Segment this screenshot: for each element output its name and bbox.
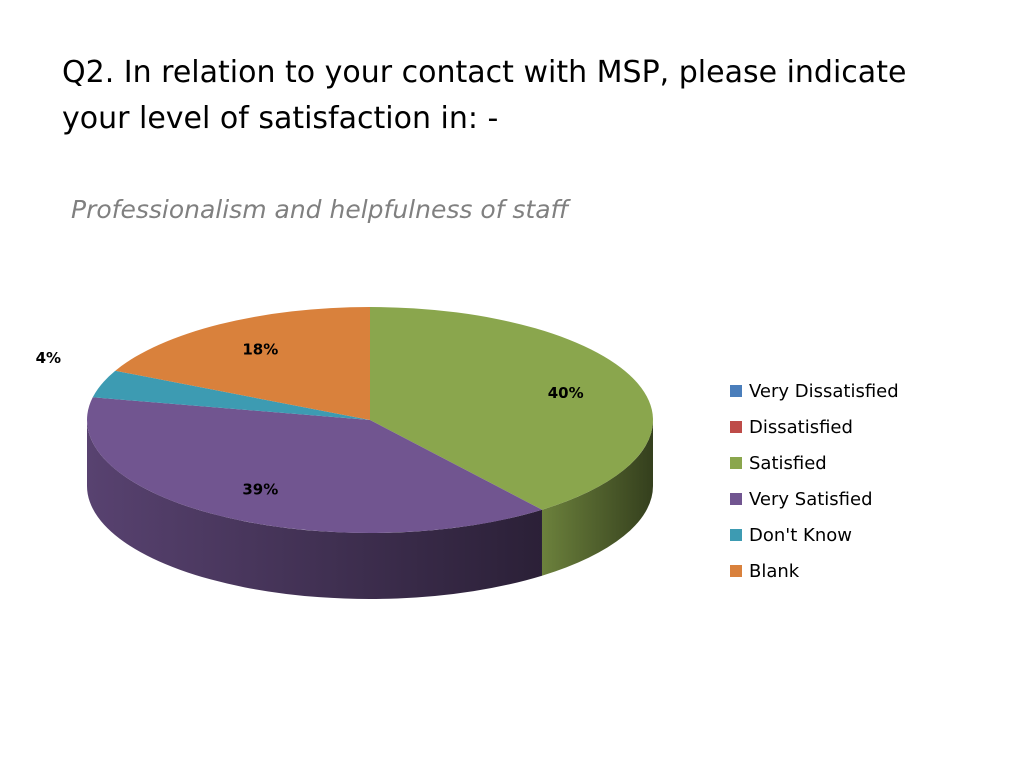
- pie-side-very-satisfied: [87, 420, 542, 600]
- legend-item-very-satisfied: Very Satisfied: [730, 481, 899, 517]
- slide-title: Q2. In relation to your contact with MSP…: [62, 55, 907, 136]
- legend-item-blank: Blank: [730, 553, 899, 589]
- chart-legend: Very Dissatisfied Dissatisfied Satisfied Ve…: [730, 373, 899, 589]
- data-label-very-satisfied: 39%: [242, 480, 278, 498]
- legend-swatch: [730, 529, 742, 541]
- pie-side-satisfied: [541, 420, 653, 576]
- legend-label: Very Satisfied: [749, 488, 873, 510]
- legend-item-very-dissatisfied: Very Dissatisfied: [730, 373, 899, 409]
- data-label-satisfied: 40%: [548, 384, 584, 402]
- legend-label: Don't Know: [749, 524, 852, 546]
- legend-swatch: [730, 385, 742, 397]
- pie-slice-blank: [115, 307, 370, 420]
- data-label-blank: 18%: [242, 341, 278, 359]
- pie-slice-don-t-know: [92, 370, 371, 420]
- pie-slice-very-satisfied: [86, 397, 542, 534]
- legend-item-don-t-know: Don't Know: [730, 517, 899, 553]
- legend-label: Satisfied: [749, 452, 827, 474]
- pie-slice-satisfied: [370, 307, 654, 510]
- chart-title: Professionalism and helpfulness of staff: [71, 195, 569, 224]
- data-label-don-t-know: 4%: [36, 349, 61, 367]
- legend-label: Very Dissatisfied: [749, 380, 899, 402]
- legend-swatch: [730, 493, 742, 505]
- legend-item-satisfied: Satisfied: [730, 445, 899, 481]
- legend-label: Dissatisfied: [749, 416, 853, 438]
- legend-label: Blank: [749, 560, 800, 582]
- legend-swatch: [730, 457, 742, 469]
- legend-item-dissatisfied: Dissatisfied: [730, 409, 899, 445]
- legend-swatch: [730, 421, 742, 433]
- legend-swatch: [730, 565, 742, 577]
